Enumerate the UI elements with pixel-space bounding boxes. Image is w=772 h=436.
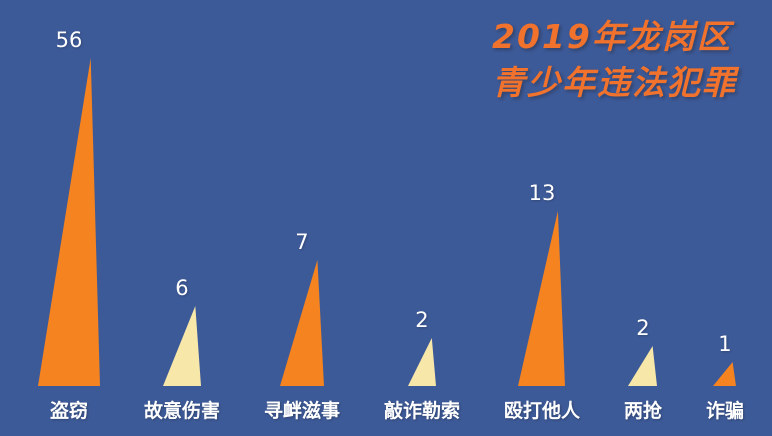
category-label: 盗窃 <box>49 400 88 422</box>
bar-triangle <box>713 362 737 386</box>
chart-title-line1: 2019年龙岗区 <box>492 17 732 56</box>
bar-value-label: 56 <box>55 28 83 52</box>
category-label: 寻衅滋事 <box>263 400 340 422</box>
bar-group: 13 殴打他人 <box>504 0 580 436</box>
bar-triangle <box>162 306 201 386</box>
bar-triangle <box>518 211 566 386</box>
bar-triangle <box>38 58 100 386</box>
bar-triangle <box>628 346 658 386</box>
bar-triangle <box>279 260 324 386</box>
bar-value-label: 6 <box>175 276 189 300</box>
category-label: 殴打他人 <box>503 400 580 422</box>
bar-value-label: 7 <box>295 230 309 254</box>
bar-group: 2 敲诈勒索 <box>384 0 460 436</box>
bars-row: 56 盗窃 6 故意伤害 7 寻衅滋事 2 敲诈勒索 13 殴打他人 2 两抢 1 诈骗 <box>38 0 744 436</box>
bar-triangle <box>407 338 436 386</box>
category-label: 敲诈勒索 <box>383 400 460 422</box>
chart-title-line2: 青少年违法犯罪 <box>492 63 737 103</box>
category-label: 两抢 <box>623 400 662 422</box>
bar-value-label: 2 <box>415 308 429 332</box>
chart-title: 2019年龙岗区 青少年违法犯罪 <box>492 14 737 106</box>
bar-group: 6 故意伤害 <box>144 0 220 436</box>
bar-value-label: 13 <box>528 181 556 205</box>
bar-value-label: 1 <box>718 332 732 356</box>
category-label: 诈骗 <box>705 400 744 422</box>
bar-group: 56 盗窃 <box>38 0 100 436</box>
bar-group: 1 诈骗 <box>706 0 744 436</box>
bar-group: 7 寻衅滋事 <box>264 0 340 436</box>
category-label: 故意伤害 <box>143 400 220 422</box>
bar-group: 2 两抢 <box>624 0 662 436</box>
bar-value-label: 2 <box>636 316 650 340</box>
